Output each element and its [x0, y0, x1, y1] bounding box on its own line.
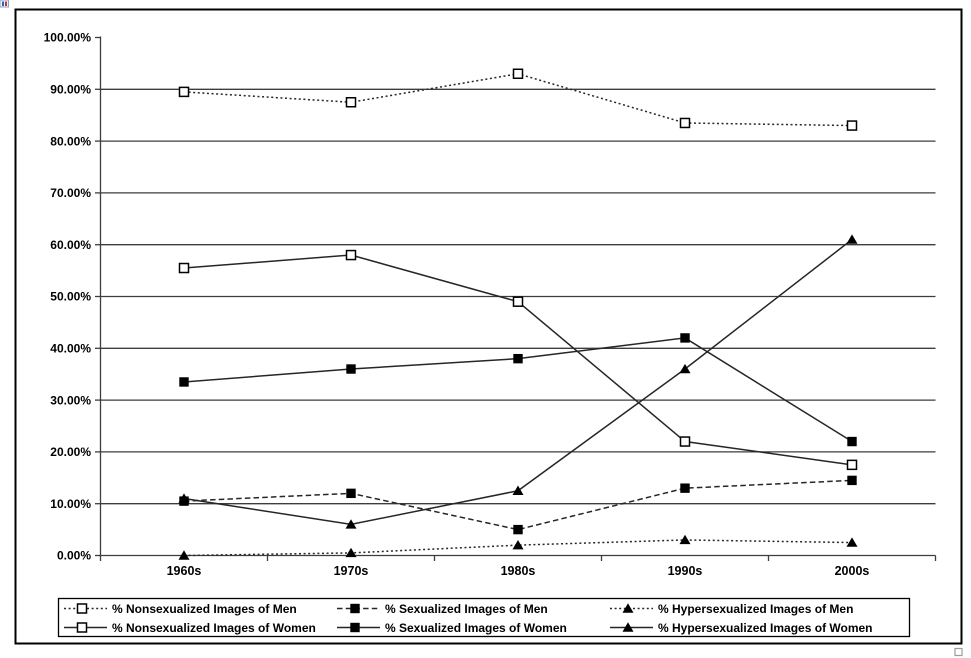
data-point-marker [847, 436, 857, 447]
data-point-marker [178, 262, 190, 274]
anchor-icon-mark [5, 1, 7, 6]
series-markers-6 [178, 234, 858, 529]
series-markers-3 [178, 534, 858, 560]
data-point-marker [679, 117, 691, 129]
series-markers-4 [178, 249, 858, 471]
data-point-marker [846, 459, 858, 471]
data-point-marker [512, 539, 524, 550]
x-category-label: 1960s [167, 564, 202, 578]
series-line-3 [183, 539, 853, 557]
series-line-2 [183, 479, 853, 531]
x-category-label: 1980s [501, 564, 536, 578]
data-point-marker [846, 234, 858, 244]
anchor-icon-mark [2, 1, 4, 6]
data-point-marker [345, 249, 357, 261]
y-tick-label: 50.00% [50, 290, 91, 304]
legend-item: % Hypersexualized Images of Men [610, 602, 853, 616]
y-tick-label: 90.00% [50, 83, 91, 97]
y-tick-label: 80.00% [50, 134, 91, 148]
data-point-marker [512, 68, 524, 80]
data-point-marker [346, 364, 356, 374]
data-point-marker [847, 475, 857, 486]
legend-sample-marker [350, 603, 360, 614]
legend-item: % Sexualized Images of Men [337, 602, 548, 616]
y-tick-label: 0.00% [57, 549, 91, 563]
data-point-marker [680, 483, 690, 493]
data-point-marker [346, 488, 356, 499]
data-point-marker [513, 353, 523, 364]
data-point-marker [680, 333, 690, 343]
legend-item: % Sexualized Images of Women [337, 621, 567, 635]
data-point-marker [846, 537, 858, 547]
legend-item-label: % Nonsexualized Images of Men [112, 602, 297, 616]
legend-item-label: % Hypersexualized Images of Women [658, 621, 873, 635]
legend-item: % Nonsexualized Images of Women [64, 621, 316, 635]
data-point-marker [345, 547, 357, 558]
data-point-marker [679, 363, 691, 374]
data-point-marker [178, 86, 190, 98]
data-point-marker [513, 524, 523, 535]
x-category-label: 1990s [668, 564, 703, 578]
legend-item-label: % Sexualized Images of Men [385, 602, 548, 616]
legend-item: % Hypersexualized Images of Women [610, 621, 873, 635]
legend-item-label: % Nonsexualized Images of Women [112, 621, 316, 635]
data-point-marker [345, 97, 357, 108]
object-anchor-icon [0, 0, 9, 8]
legend-sample-marker [76, 603, 88, 614]
y-tick-label: 20.00% [50, 445, 91, 459]
y-tick-label: 100.00% [44, 31, 92, 45]
legend-sample-marker [622, 603, 634, 613]
chart-border [14, 8, 963, 645]
legend-item: % Nonsexualized Images of Men [64, 602, 297, 616]
data-point-marker [345, 519, 357, 529]
x-category-label: 2000s [835, 564, 870, 578]
legend-item-label: % Sexualized Images of Women [385, 621, 567, 635]
data-point-marker [679, 436, 691, 447]
data-point-marker [846, 120, 858, 131]
y-tick-label: 60.00% [50, 238, 91, 252]
y-tick-label: 30.00% [50, 393, 91, 407]
resize-handle[interactable] [954, 647, 963, 657]
x-category-label: 1970s [334, 564, 369, 578]
legend-sample-marker [622, 622, 634, 632]
data-point-marker [179, 377, 189, 387]
legend-item-label: % Hypersexualized Images of Men [658, 602, 853, 616]
legend-sample-marker [350, 622, 360, 633]
data-point-marker [512, 485, 524, 495]
y-tick-label: 70.00% [50, 186, 91, 200]
legend-box [57, 597, 911, 638]
data-point-marker [679, 534, 691, 545]
data-point-marker [178, 550, 190, 560]
anchor-icon-frame [0, 0, 9, 8]
y-tick-label: 10.00% [50, 497, 91, 511]
series-markers-5 [179, 333, 857, 447]
y-tick-label: 40.00% [50, 342, 91, 356]
series-markers-1 [178, 68, 858, 131]
legend-sample-marker [76, 622, 88, 633]
data-point-marker [512, 296, 524, 307]
data-point-marker [178, 493, 190, 503]
